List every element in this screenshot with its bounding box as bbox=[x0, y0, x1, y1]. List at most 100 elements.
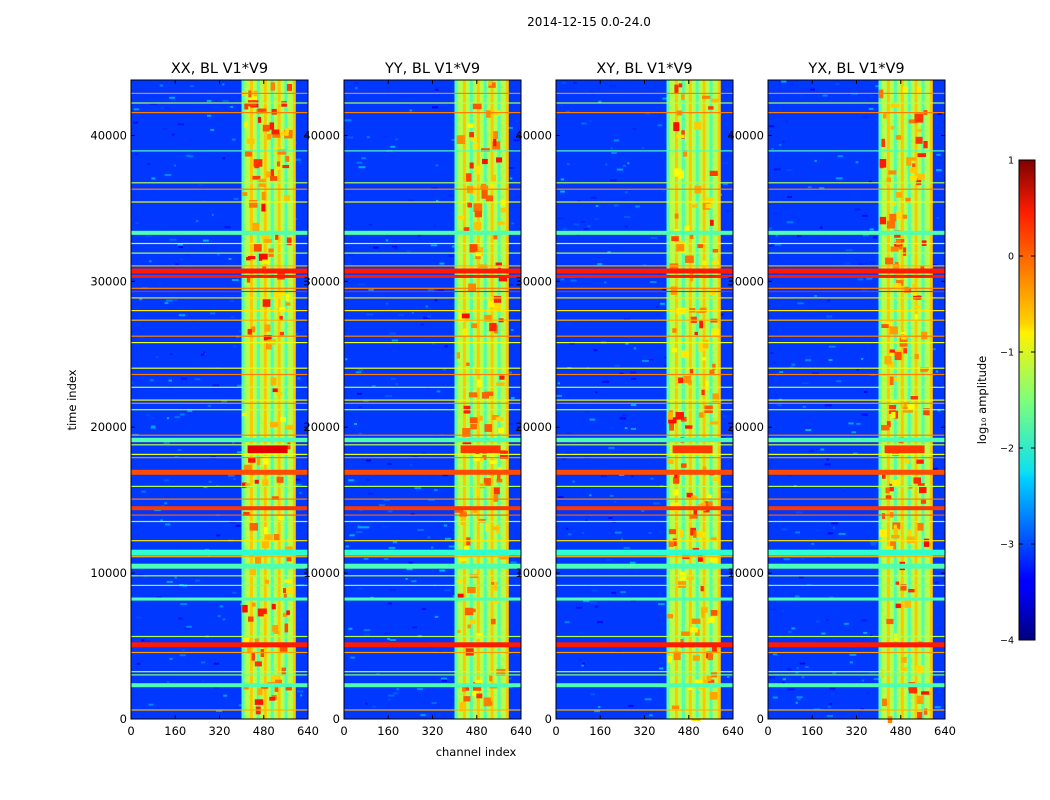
heatmap-cell bbox=[456, 352, 460, 359]
heatmap-cell bbox=[667, 459, 674, 465]
heatmap-cell bbox=[692, 655, 700, 661]
heatmap-cell bbox=[498, 427, 504, 434]
rfi-row bbox=[768, 287, 945, 289]
heatmap-cell bbox=[368, 288, 374, 291]
heatmap-cell bbox=[463, 227, 470, 233]
heatmap-cell bbox=[681, 350, 689, 358]
heatmap-cell bbox=[689, 368, 694, 374]
heatmap-cell bbox=[676, 134, 685, 138]
heatmap-cell bbox=[357, 526, 365, 529]
heatmap-cell bbox=[672, 489, 679, 496]
heatmap-cell bbox=[284, 424, 294, 430]
rfi-row bbox=[131, 252, 308, 254]
heatmap-cell bbox=[282, 165, 290, 169]
heatmap-cell bbox=[711, 328, 720, 337]
heatmap-cell bbox=[207, 404, 212, 407]
heatmap-cell bbox=[383, 499, 390, 501]
rfi-row bbox=[131, 642, 308, 648]
heatmap-cell bbox=[598, 706, 601, 708]
heatmap-cell bbox=[726, 210, 732, 213]
heatmap-cell bbox=[607, 251, 611, 254]
heatmap-cell bbox=[480, 185, 489, 190]
rfi-row bbox=[344, 373, 521, 376]
rfi-row bbox=[131, 514, 308, 516]
heatmap-cell bbox=[207, 114, 212, 117]
rfi-row bbox=[344, 112, 521, 114]
rfi-row bbox=[768, 709, 945, 711]
heatmap-cell bbox=[196, 220, 199, 223]
heatmap-cell bbox=[883, 113, 887, 119]
heatmap-cell bbox=[620, 591, 626, 594]
heatmap-cell bbox=[697, 243, 703, 249]
colorbar-tick-label: −1 bbox=[1000, 348, 1014, 359]
heatmap-cell bbox=[214, 686, 220, 689]
heatmap-cell bbox=[271, 108, 277, 115]
rfi-row bbox=[556, 457, 733, 459]
heatmap-cell bbox=[706, 679, 715, 683]
heatmap-cell bbox=[703, 679, 708, 685]
heatmap-cell bbox=[242, 604, 248, 613]
heatmap-cell bbox=[265, 534, 273, 541]
heatmap-cell bbox=[561, 82, 566, 84]
heatmap-cell bbox=[392, 541, 398, 544]
heatmap-cell bbox=[180, 246, 183, 248]
heatmap-cell bbox=[879, 216, 887, 225]
heatmap-cell bbox=[243, 638, 250, 644]
heatmap-cell bbox=[706, 675, 711, 682]
heatmap-cell bbox=[726, 412, 730, 415]
heatmap-cell bbox=[721, 436, 726, 439]
heatmap-cell bbox=[267, 133, 272, 140]
heatmap-cell bbox=[451, 138, 457, 141]
heatmap-cell bbox=[670, 286, 678, 295]
heatmap-cell bbox=[656, 273, 663, 276]
heatmap-cell bbox=[277, 515, 284, 520]
heatmap-cell bbox=[263, 335, 272, 341]
colorbar-tick-label: −2 bbox=[1000, 444, 1014, 455]
heatmap-cell bbox=[778, 144, 782, 146]
heatmap-cell bbox=[886, 220, 896, 229]
heatmap-cell bbox=[482, 158, 488, 165]
heatmap-cell bbox=[679, 529, 684, 538]
rfi-row bbox=[768, 437, 945, 442]
heatmap-cell bbox=[249, 94, 257, 103]
heatmap-cell bbox=[203, 351, 206, 354]
heatmap-cell bbox=[908, 589, 915, 593]
heatmap-2 bbox=[344, 80, 521, 719]
heatmap-cell bbox=[216, 534, 220, 537]
heatmap-cell bbox=[769, 244, 774, 247]
rfi-row bbox=[344, 102, 521, 104]
heatmap-cell bbox=[623, 318, 631, 321]
heatmap-cell bbox=[610, 427, 614, 430]
rfi-row bbox=[344, 540, 521, 542]
heatmap-cell bbox=[481, 148, 490, 152]
heatmap-cell bbox=[685, 425, 693, 429]
heatmap-cell bbox=[673, 476, 680, 484]
heatmap-cell bbox=[676, 243, 685, 252]
heatmap-cell bbox=[180, 413, 185, 416]
heatmap-cell bbox=[237, 384, 243, 387]
heatmap-cell bbox=[434, 489, 438, 491]
heatmap-cell bbox=[423, 316, 430, 319]
rfi-row bbox=[344, 242, 521, 245]
heatmap-cell bbox=[631, 377, 637, 380]
heatmap-cell bbox=[229, 299, 234, 302]
heatmap-cell bbox=[701, 610, 705, 618]
heatmap-cell bbox=[879, 529, 887, 537]
x-tick-label: 320 bbox=[634, 724, 656, 738]
heatmap-cell bbox=[863, 631, 868, 634]
heatmap-cell bbox=[917, 523, 924, 531]
heatmap-cell bbox=[483, 478, 491, 487]
heatmap-cell bbox=[906, 536, 915, 543]
heatmap-cell bbox=[232, 345, 237, 348]
heatmap-cell bbox=[910, 396, 919, 401]
heatmap-cell bbox=[433, 224, 437, 227]
heatmap-cell bbox=[702, 260, 707, 267]
heatmap-cell bbox=[772, 696, 778, 699]
heatmap-cell bbox=[936, 169, 942, 172]
heatmap-cell bbox=[812, 372, 819, 375]
heatmap-cell bbox=[882, 474, 886, 479]
rfi-row bbox=[344, 188, 521, 190]
heatmap-cell bbox=[621, 538, 624, 541]
heatmap-cell bbox=[203, 486, 208, 489]
x-tick-label: 160 bbox=[589, 724, 611, 738]
